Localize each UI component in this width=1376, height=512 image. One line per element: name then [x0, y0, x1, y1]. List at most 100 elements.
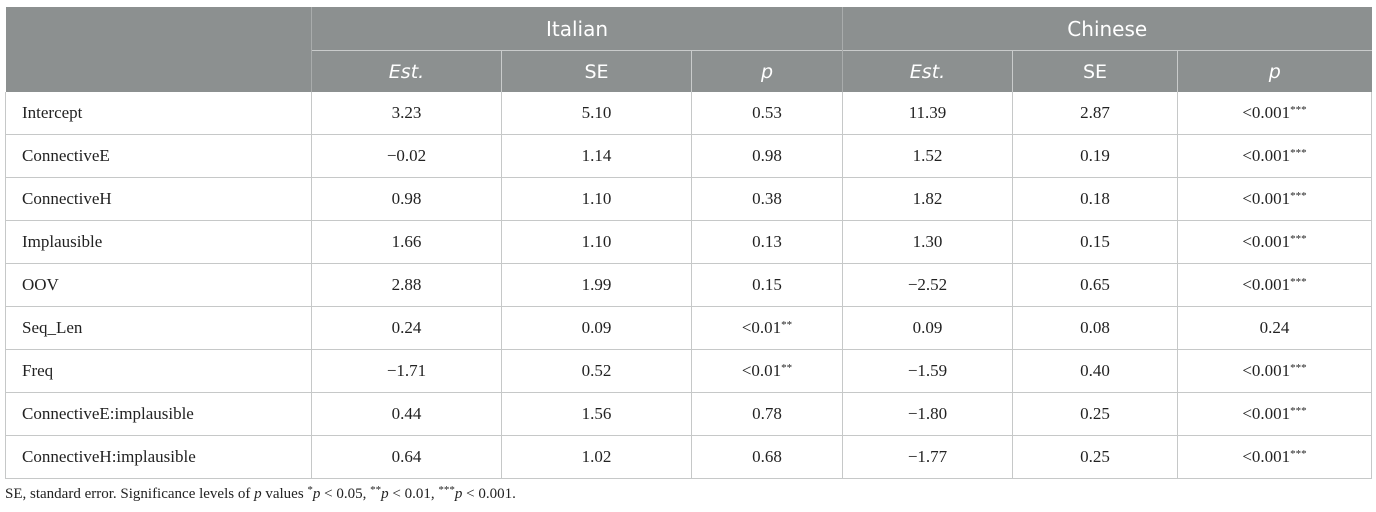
- cell-value: 0.68: [752, 447, 782, 466]
- cell-chinese-est: −2.52: [842, 263, 1013, 307]
- cell-value: <0.01: [741, 318, 782, 337]
- cell-value: 1.82: [912, 189, 943, 208]
- cell-value: 0.78: [752, 404, 782, 423]
- cell-chinese-est: −1.59: [842, 349, 1013, 393]
- cell-value: −1.71: [386, 361, 427, 380]
- subheader-chinese-est: Est.: [842, 50, 1013, 92]
- cell-italian-est: 0.64: [311, 435, 502, 479]
- cell-italian-est: 2.88: [311, 263, 502, 307]
- cell-value: 0.09: [912, 318, 943, 337]
- row-label: Freq: [5, 349, 312, 393]
- footnote-text-2: values: [261, 486, 308, 502]
- table-row: ConnectiveE:implausible 0.44 1.56 0.78 −1.80…: [5, 392, 1373, 436]
- cell-value: <0.01: [741, 361, 782, 380]
- cell-italian-est: −0.02: [311, 134, 502, 178]
- cell-value: 1.56: [581, 404, 612, 423]
- cell-chinese-se: 0.15: [1012, 220, 1178, 264]
- cell-chinese-p: <0.001***: [1176, 435, 1373, 479]
- cell-value: <0.001: [1242, 447, 1291, 466]
- cell-italian-se: 0.52: [501, 349, 692, 393]
- cell-value: <0.001: [1242, 404, 1291, 423]
- cell-value: 1.14: [581, 146, 612, 165]
- cell-value: 1.30: [912, 232, 943, 251]
- cell-italian-se: 1.56: [501, 392, 692, 436]
- table-body: Intercept 3.23 5.10 0.53 11.39 2.87 <0.001*** C…: [5, 92, 1373, 479]
- cell-value: 0.52: [581, 361, 612, 380]
- footnote-sig1-mark: *: [307, 484, 313, 496]
- cell-value: 0.09: [581, 318, 612, 337]
- cell-value: 3.23: [391, 103, 422, 122]
- cell-value: 0.98: [391, 189, 422, 208]
- cell-italian-p: 0.78: [691, 392, 843, 436]
- cell-chinese-se: 0.25: [1012, 392, 1178, 436]
- row-label: Seq_Len: [5, 306, 312, 350]
- subheader-italian-p: p: [691, 50, 843, 92]
- cell-value: <0.001: [1242, 232, 1291, 251]
- cell-italian-est: 0.98: [311, 177, 502, 221]
- significance-marker: ***: [1290, 362, 1307, 374]
- cell-value: 1.99: [581, 275, 612, 294]
- cell-chinese-se: 0.40: [1012, 349, 1178, 393]
- cell-italian-p: 0.53: [691, 92, 843, 135]
- cell-value: −0.02: [386, 146, 427, 165]
- cell-italian-p: 0.38: [691, 177, 843, 221]
- significance-marker: ***: [1290, 104, 1307, 116]
- cell-chinese-est: 0.09: [842, 306, 1013, 350]
- cell-value: 0.18: [1080, 189, 1110, 208]
- row-label-subheader: [5, 50, 312, 92]
- cell-value: 0.25: [1080, 404, 1110, 423]
- table-row: ConnectiveH 0.98 1.10 0.38 1.82 0.18 <0.001***: [5, 177, 1373, 221]
- cell-value: 0.24: [1259, 318, 1290, 337]
- cell-italian-est: −1.71: [311, 349, 502, 393]
- row-label: ConnectiveH:implausible: [5, 435, 312, 479]
- cell-italian-est: 1.66: [311, 220, 502, 264]
- cell-chinese-est: 1.30: [842, 220, 1013, 264]
- footnote-p-symbol: p: [312, 486, 321, 502]
- cell-value: 0.44: [391, 404, 422, 423]
- footnote-sig2-mark: **: [370, 484, 382, 496]
- cell-italian-se: 1.10: [501, 220, 692, 264]
- cell-chinese-est: 1.52: [842, 134, 1013, 178]
- cell-chinese-est: 11.39: [842, 92, 1013, 135]
- table-row: Intercept 3.23 5.10 0.53 11.39 2.87 <0.001***: [5, 92, 1373, 135]
- cell-value: 1.10: [581, 232, 612, 251]
- table-header: Italian Chinese Est. SE p Est. SE p: [5, 7, 1372, 92]
- cell-value: 1.52: [912, 146, 943, 165]
- cell-value: 0.08: [1080, 318, 1110, 337]
- group-header-row: Italian Chinese: [5, 7, 1372, 51]
- cell-chinese-p: <0.001***: [1176, 134, 1373, 178]
- cell-italian-p: 0.98: [691, 134, 843, 178]
- row-label: Implausible: [5, 220, 312, 264]
- cell-italian-se: 1.02: [501, 435, 692, 479]
- cell-value: 0.24: [391, 318, 422, 337]
- cell-value: 0.15: [752, 275, 782, 294]
- cell-italian-est: 0.24: [311, 306, 502, 350]
- cell-chinese-p: <0.001***: [1176, 92, 1373, 135]
- significance-marker: ***: [1290, 448, 1307, 460]
- table-row: Freq −1.71 0.52 <0.01** −1.59 0.40 <0.001***: [5, 349, 1373, 393]
- cell-chinese-p: <0.001***: [1176, 220, 1373, 264]
- cell-value: <0.001: [1242, 189, 1291, 208]
- cell-chinese-se: 0.08: [1012, 306, 1178, 350]
- cell-chinese-est: −1.80: [842, 392, 1013, 436]
- row-label: ConnectiveH: [5, 177, 312, 221]
- cell-value: 0.15: [1080, 232, 1110, 251]
- table-row: Implausible 1.66 1.10 0.13 1.30 0.15 <0.001***: [5, 220, 1373, 264]
- cell-value: 2.88: [391, 275, 422, 294]
- cell-value: 0.64: [391, 447, 422, 466]
- row-label-header: [5, 7, 312, 51]
- cell-chinese-p: <0.001***: [1176, 349, 1373, 393]
- subheader-italian-est: Est.: [311, 50, 502, 92]
- significance-marker: ***: [1290, 276, 1307, 288]
- cell-italian-se: 1.99: [501, 263, 692, 307]
- cell-value: −1.59: [907, 361, 948, 380]
- footnote-sig3-mark: ***: [438, 484, 455, 496]
- cell-chinese-p: <0.001***: [1176, 177, 1373, 221]
- significance-marker: ***: [1290, 190, 1307, 202]
- cell-chinese-se: 0.65: [1012, 263, 1178, 307]
- cell-chinese-p: 0.24: [1176, 306, 1373, 350]
- cell-value: −1.77: [907, 447, 948, 466]
- cell-chinese-est: −1.77: [842, 435, 1013, 479]
- footnote-p-symbol: p: [381, 486, 389, 502]
- cell-value: <0.001: [1242, 275, 1291, 294]
